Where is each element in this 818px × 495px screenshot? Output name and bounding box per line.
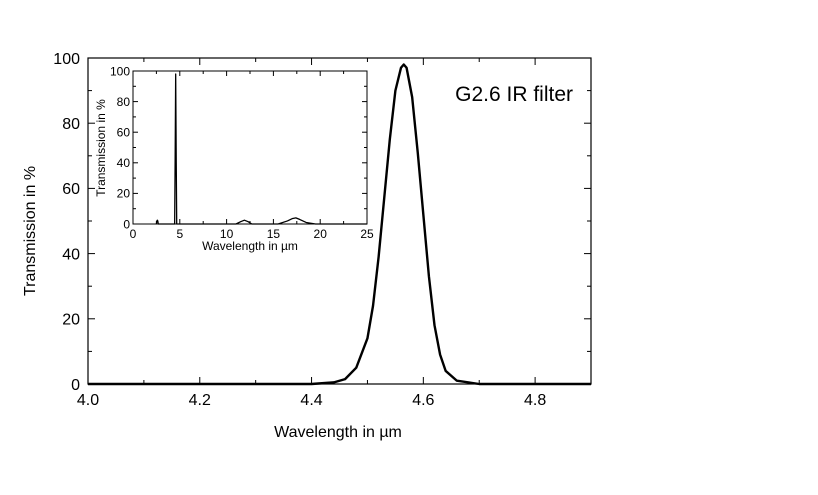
inset-x-tick-label: 25 (360, 227, 374, 241)
inset-x-axis-label: Wavelength in µm (202, 239, 298, 253)
inset-y-tick-label: 0 (123, 217, 130, 231)
main-x-axis-label: Wavelength in µm (274, 424, 402, 441)
inset-x-tick-label: 0 (130, 227, 137, 241)
inset-y-axis-label: Transmission in % (94, 99, 108, 197)
main-y-axis-label: Transmission in % (22, 166, 39, 296)
inset-x-tick-label: 20 (314, 227, 328, 241)
inset-x-tick-label: 15 (267, 227, 281, 241)
inset-y-tick-label: 100 (110, 64, 130, 78)
inset-x-tick-label: 5 (176, 227, 183, 241)
main-x-tick-label: 4.8 (524, 392, 546, 409)
main-x-tick-label: 4.2 (189, 392, 211, 409)
main-annotation: G2.6 IR filter (455, 83, 573, 106)
main-y-tick-label: 80 (62, 116, 80, 133)
inset-x-tick-label: 10 (220, 227, 234, 241)
inset-x-ticks: 0 5 10 15 20 25 (130, 71, 374, 241)
inset-y-tick-label: 40 (117, 156, 131, 170)
main-x-tick-label: 4.0 (77, 392, 99, 409)
main-x-tick-label: 4.6 (412, 392, 434, 409)
main-y-tick-label: 20 (62, 312, 80, 329)
main-y-tick-label: 100 (53, 51, 80, 68)
inset-series-line (155, 73, 367, 225)
main-y-tick-label: 0 (71, 377, 80, 394)
main-y-tick-label: 40 (62, 246, 80, 263)
main-series-line (88, 63, 591, 386)
main-x-ticks: 4.0 4.2 4.4 4.6 4.8 (77, 58, 546, 409)
inset-y-tick-label: 60 (117, 126, 131, 140)
inset-y-ticks: 0 20 40 60 80 100 (110, 64, 367, 231)
inset-plot-background (132, 70, 368, 225)
main-x-tick-label: 4.4 (300, 392, 322, 409)
inset-plot: 0 5 10 15 20 25 0 20 40 60 80 100 Wavelength in µm… (94, 64, 374, 253)
main-y-tick-label: 60 (62, 181, 80, 198)
inset-y-tick-label: 20 (117, 187, 131, 201)
inset-y-tick-label: 80 (117, 95, 131, 109)
